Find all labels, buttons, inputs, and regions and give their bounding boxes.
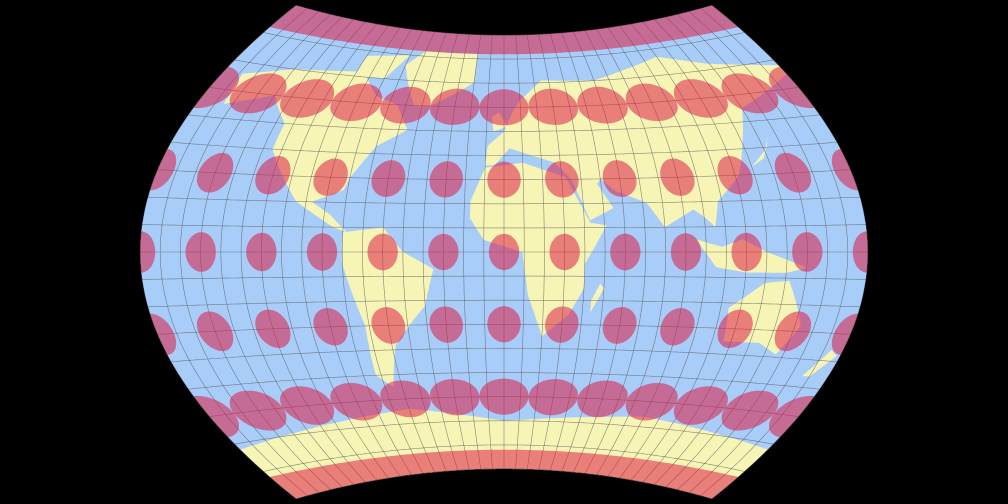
parallel <box>188 114 820 132</box>
parallel <box>170 141 838 156</box>
tissot-ellipse <box>731 232 762 272</box>
tissot-ellipse <box>792 232 823 272</box>
tissot-ellipse <box>367 233 398 271</box>
tissot-ellipse <box>196 311 234 352</box>
parallel <box>263 32 745 60</box>
tissot-ellipse <box>488 233 520 271</box>
tissot-ellipse <box>479 378 529 415</box>
tissot-ellipse <box>670 233 702 271</box>
tissot-ellipse <box>774 152 812 193</box>
tissot-ellipse <box>528 88 578 125</box>
parallel <box>263 444 745 472</box>
land <box>751 136 768 167</box>
tissot-ellipse <box>721 390 779 431</box>
tissot-ellipse <box>196 152 234 193</box>
tissot-ellipse <box>479 89 529 126</box>
tissot-ellipse <box>673 79 728 118</box>
tissot-ellipse <box>313 158 348 196</box>
land <box>354 55 411 79</box>
tissot-ellipse <box>313 308 348 346</box>
tissot-ellipse <box>625 382 678 421</box>
tissot-ellipse <box>280 79 335 118</box>
tissot-ellipse <box>577 380 628 418</box>
tissot-ellipse <box>429 161 463 198</box>
tissot-ellipse <box>487 161 521 198</box>
tissot-ellipse <box>774 311 812 352</box>
tissot-ellipse <box>429 306 463 343</box>
tissot-ellipse <box>371 307 406 344</box>
polar-indicatrix <box>269 5 739 55</box>
parallel <box>147 196 861 205</box>
tissot-ellipse <box>721 73 779 114</box>
tissot-ellipse <box>545 306 579 343</box>
tissot-ellipse <box>430 379 480 416</box>
tissot-ellipse <box>330 83 383 122</box>
tissot-ellipse <box>852 231 868 273</box>
tissot-ellipse <box>229 390 287 431</box>
tissot-ellipse <box>306 233 338 271</box>
land <box>590 283 604 313</box>
parallel <box>188 372 820 390</box>
parallel <box>147 299 861 308</box>
parallel <box>141 224 867 229</box>
tissot-ellipse <box>673 386 728 425</box>
parallel <box>170 348 838 363</box>
tissot-ellipse <box>330 382 383 421</box>
tissot-ellipse <box>717 156 753 195</box>
tissot-ellipse <box>545 161 579 198</box>
tissot-ellipse <box>549 233 580 271</box>
tissot-ellipse <box>185 232 216 272</box>
tissot-ellipse <box>428 233 459 271</box>
polar-indicatrix <box>269 449 739 499</box>
land <box>802 350 837 377</box>
tissot-ellipse <box>602 307 637 344</box>
parallel <box>234 420 774 445</box>
tissot-ellipse <box>660 158 695 196</box>
tissot-ellipse <box>528 379 578 416</box>
parallel <box>141 275 867 280</box>
tissot-ellipse <box>660 308 695 346</box>
parallel <box>234 59 774 84</box>
tissot-ellipse <box>255 309 291 348</box>
tissot-ellipse <box>380 86 431 124</box>
globe-outline <box>140 5 868 499</box>
tissot-ellipse <box>246 232 277 272</box>
tissot-ellipse <box>717 309 753 348</box>
tissot-ellipse <box>380 380 431 418</box>
tissot-ellipse <box>371 160 406 197</box>
tissot-ellipse <box>229 73 287 114</box>
tissot-ellipse <box>610 233 641 271</box>
tissot-ellipse <box>625 83 678 122</box>
tissot-ellipse <box>602 160 637 197</box>
tissot-ellipse <box>140 231 156 273</box>
tissot-ellipse <box>280 386 335 425</box>
tissot-ellipse <box>430 88 480 125</box>
globe <box>140 5 868 499</box>
tissot-ellipse <box>487 306 521 343</box>
tissot-ellipse <box>255 156 291 195</box>
tissot-ellipse <box>577 86 628 124</box>
